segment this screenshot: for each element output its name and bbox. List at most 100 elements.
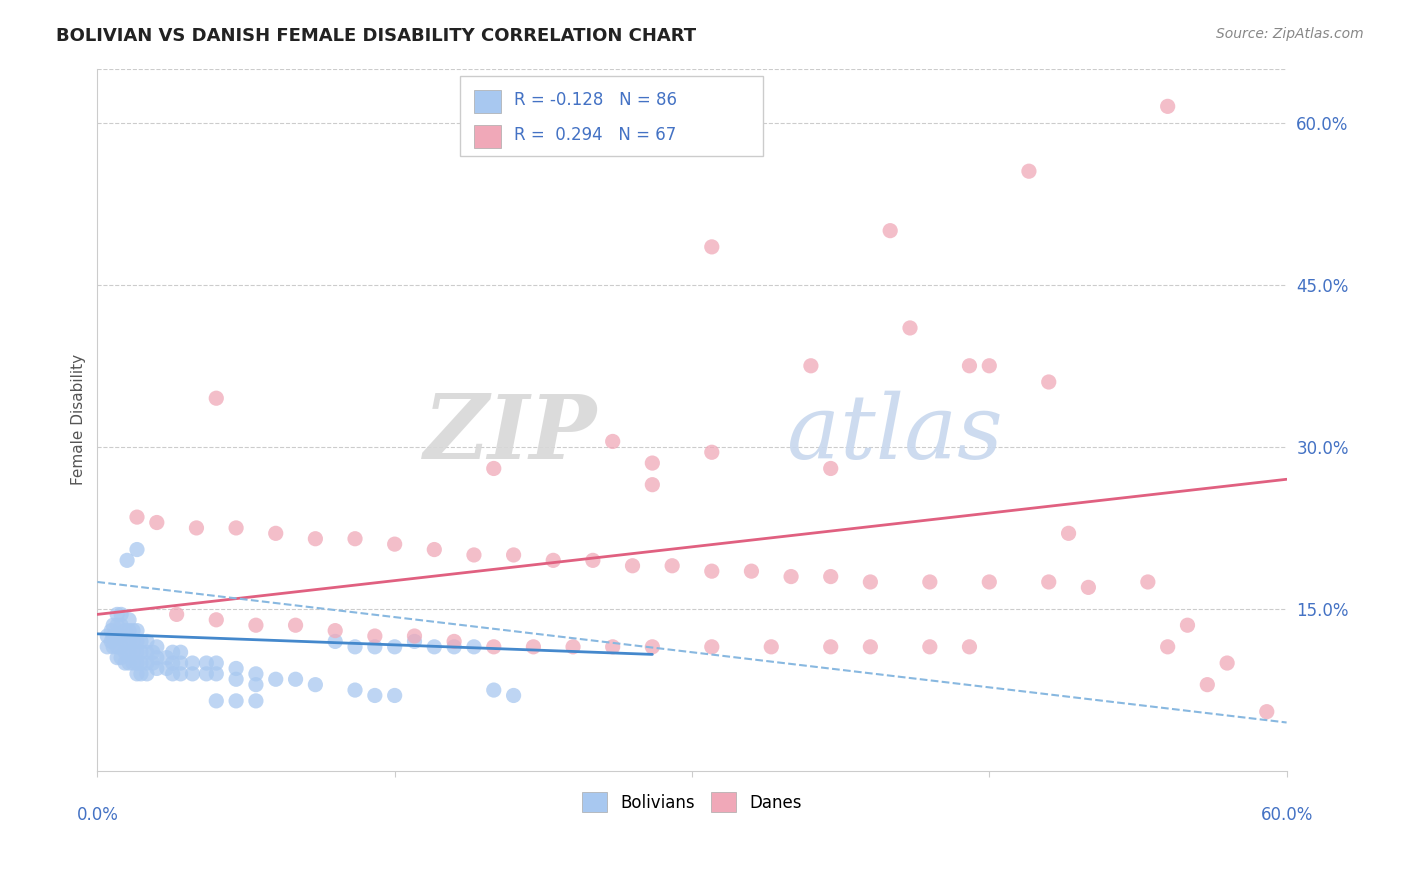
Point bbox=[135, 656, 157, 670]
Point bbox=[181, 666, 204, 681]
Point bbox=[103, 618, 125, 632]
FancyBboxPatch shape bbox=[474, 89, 501, 112]
Text: BOLIVIAN VS DANISH FEMALE DISABILITY CORRELATION CHART: BOLIVIAN VS DANISH FEMALE DISABILITY COR… bbox=[56, 27, 696, 45]
Point bbox=[125, 666, 148, 681]
Point bbox=[1177, 618, 1199, 632]
Point bbox=[118, 613, 141, 627]
Point bbox=[115, 553, 138, 567]
Point bbox=[264, 672, 287, 686]
Point bbox=[364, 640, 387, 654]
Point bbox=[146, 650, 169, 665]
Point bbox=[979, 574, 1001, 589]
Point bbox=[169, 666, 191, 681]
Point bbox=[304, 532, 326, 546]
Point bbox=[404, 629, 426, 643]
Point bbox=[105, 629, 128, 643]
Point bbox=[859, 574, 882, 589]
Text: 60.0%: 60.0% bbox=[1260, 806, 1313, 824]
Point bbox=[323, 624, 346, 638]
Point bbox=[700, 640, 723, 654]
Point bbox=[129, 634, 152, 648]
Point bbox=[1216, 656, 1239, 670]
Point bbox=[135, 666, 157, 681]
Text: Source: ZipAtlas.com: Source: ZipAtlas.com bbox=[1216, 27, 1364, 41]
Point bbox=[225, 694, 247, 708]
Point bbox=[195, 666, 218, 681]
Point bbox=[582, 553, 605, 567]
Text: R = -0.128   N = 86: R = -0.128 N = 86 bbox=[513, 91, 676, 109]
Point bbox=[103, 640, 125, 654]
Point bbox=[1018, 164, 1040, 178]
Point bbox=[245, 618, 267, 632]
FancyBboxPatch shape bbox=[460, 76, 763, 156]
Point bbox=[1156, 640, 1178, 654]
Point bbox=[225, 521, 247, 535]
Point bbox=[156, 650, 179, 665]
Point bbox=[800, 359, 823, 373]
Point bbox=[118, 624, 141, 638]
Text: ZIP: ZIP bbox=[423, 391, 596, 477]
Point bbox=[125, 656, 148, 670]
Point bbox=[195, 656, 218, 670]
Point bbox=[146, 661, 169, 675]
Point bbox=[740, 564, 762, 578]
Point bbox=[621, 558, 644, 573]
Point bbox=[110, 618, 132, 632]
Point bbox=[135, 634, 157, 648]
Point bbox=[1057, 526, 1080, 541]
Point bbox=[129, 666, 152, 681]
Point bbox=[404, 634, 426, 648]
Legend: Bolivians, Danes: Bolivians, Danes bbox=[575, 785, 808, 819]
Point bbox=[162, 645, 184, 659]
Point bbox=[384, 537, 406, 551]
Point bbox=[166, 607, 188, 622]
Point bbox=[114, 656, 136, 670]
Point bbox=[122, 624, 145, 638]
Point bbox=[105, 607, 128, 622]
Point bbox=[118, 634, 141, 648]
Point bbox=[105, 640, 128, 654]
Point bbox=[100, 634, 122, 648]
Point bbox=[125, 634, 148, 648]
Point bbox=[1156, 99, 1178, 113]
Point bbox=[641, 456, 664, 470]
Point bbox=[125, 624, 148, 638]
Point bbox=[859, 640, 882, 654]
Point bbox=[110, 629, 132, 643]
Point bbox=[96, 629, 118, 643]
Point bbox=[423, 640, 446, 654]
Point bbox=[156, 661, 179, 675]
Point bbox=[1256, 705, 1278, 719]
Point bbox=[146, 516, 169, 530]
Point bbox=[110, 640, 132, 654]
Point bbox=[125, 510, 148, 524]
Point bbox=[105, 618, 128, 632]
Point bbox=[162, 656, 184, 670]
Point bbox=[110, 650, 132, 665]
Point bbox=[264, 526, 287, 541]
Point bbox=[820, 461, 842, 475]
Point bbox=[562, 640, 585, 654]
Point bbox=[205, 694, 228, 708]
Point bbox=[482, 640, 505, 654]
Point bbox=[820, 640, 842, 654]
Point bbox=[384, 689, 406, 703]
Point bbox=[1136, 574, 1159, 589]
Point bbox=[96, 640, 118, 654]
Point bbox=[820, 569, 842, 583]
Point bbox=[1197, 678, 1219, 692]
Point bbox=[118, 656, 141, 670]
Point bbox=[323, 634, 346, 648]
Point bbox=[959, 640, 981, 654]
Point bbox=[103, 629, 125, 643]
Point bbox=[898, 321, 921, 335]
Point bbox=[110, 607, 132, 622]
Point bbox=[245, 694, 267, 708]
Point bbox=[129, 656, 152, 670]
Point bbox=[502, 548, 524, 562]
Point bbox=[118, 645, 141, 659]
Point bbox=[125, 645, 148, 659]
Point bbox=[780, 569, 803, 583]
Point bbox=[122, 656, 145, 670]
Point bbox=[364, 629, 387, 643]
